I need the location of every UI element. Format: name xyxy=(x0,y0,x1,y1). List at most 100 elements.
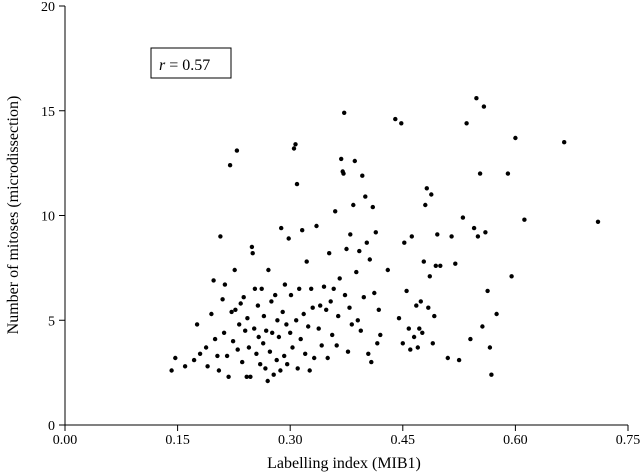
data-point xyxy=(336,313,341,319)
data-point xyxy=(275,318,280,323)
data-point xyxy=(312,355,317,361)
data-point xyxy=(347,305,352,310)
data-point xyxy=(460,215,466,220)
data-point xyxy=(238,301,243,306)
data-point xyxy=(427,274,432,279)
data-point xyxy=(595,219,601,224)
data-point xyxy=(203,345,209,350)
data-point xyxy=(352,158,357,164)
data-point xyxy=(222,282,228,287)
annotation-value: = 0.57 xyxy=(165,57,210,74)
data-point xyxy=(230,339,236,344)
data-point xyxy=(290,345,295,350)
data-point xyxy=(345,349,351,354)
data-point xyxy=(248,374,253,379)
x-tick-label: 0.15 xyxy=(165,433,190,448)
data-point xyxy=(485,288,490,294)
data-point xyxy=(364,240,369,245)
data-point xyxy=(246,345,252,350)
data-point xyxy=(354,269,359,275)
data-point xyxy=(372,290,377,296)
data-point xyxy=(303,351,308,356)
data-point xyxy=(278,368,283,373)
data-point xyxy=(226,374,231,379)
data-point xyxy=(468,336,473,342)
data-point xyxy=(429,192,434,197)
data-point xyxy=(194,322,200,327)
data-point xyxy=(342,292,348,298)
data-point xyxy=(318,303,323,308)
x-tick-label: 0.30 xyxy=(278,433,303,448)
data-point xyxy=(409,234,414,239)
data-point xyxy=(385,267,390,273)
data-point xyxy=(243,328,248,333)
data-point xyxy=(333,209,338,214)
data-point xyxy=(487,345,493,350)
data-point xyxy=(414,303,419,308)
y-tick-label: 15 xyxy=(41,105,55,120)
data-point xyxy=(307,368,312,373)
data-point xyxy=(355,318,360,323)
data-point xyxy=(426,305,431,310)
data-point xyxy=(220,297,225,302)
data-point xyxy=(169,368,174,373)
data-point xyxy=(258,362,263,367)
data-point xyxy=(212,336,218,342)
data-point xyxy=(325,355,330,361)
data-point xyxy=(393,116,398,122)
data-point xyxy=(351,202,356,208)
data-point xyxy=(378,332,383,338)
data-point xyxy=(249,244,255,250)
data-point xyxy=(301,311,306,317)
data-point xyxy=(294,318,299,323)
data-point xyxy=(483,230,488,235)
data-point xyxy=(232,267,237,273)
data-point xyxy=(310,305,315,310)
data-point xyxy=(453,261,458,266)
data-point xyxy=(415,345,420,350)
y-tick-label: 0 xyxy=(48,419,55,434)
data-point xyxy=(373,230,378,235)
x-axis-label: Labelling index (MIB1) xyxy=(267,455,421,472)
data-point xyxy=(408,347,413,352)
data-point xyxy=(344,246,349,252)
y-tick-label: 20 xyxy=(41,0,55,15)
data-point xyxy=(215,353,220,359)
x-tick-label: 0.00 xyxy=(53,433,78,448)
data-point xyxy=(221,330,227,335)
annotation-symbol: r xyxy=(159,57,166,74)
data-point xyxy=(276,334,282,340)
data-point xyxy=(339,156,344,162)
data-point xyxy=(456,357,462,363)
data-point xyxy=(300,228,305,233)
data-point xyxy=(224,353,230,359)
data-point xyxy=(435,232,440,237)
data-point xyxy=(269,299,274,304)
data-point xyxy=(205,364,210,369)
data-point xyxy=(209,311,214,317)
data-point xyxy=(227,163,233,168)
data-point xyxy=(182,364,188,369)
correlation-annotation: r = 0.57 xyxy=(150,47,232,79)
data-point xyxy=(284,322,289,327)
data-point xyxy=(271,372,276,377)
data-point xyxy=(324,307,329,312)
data-point xyxy=(254,351,259,356)
data-point xyxy=(261,313,267,319)
data-point xyxy=(328,299,333,304)
data-point xyxy=(293,142,298,147)
data-point xyxy=(464,121,469,126)
data-point xyxy=(489,372,494,377)
data-point xyxy=(288,330,293,335)
data-point xyxy=(363,194,368,199)
data-point xyxy=(263,366,268,371)
y-tick-label: 10 xyxy=(41,210,55,225)
data-point xyxy=(342,110,347,116)
data-point xyxy=(366,351,371,356)
data-point xyxy=(360,173,365,178)
data-point xyxy=(349,322,354,327)
data-point xyxy=(331,286,336,291)
data-point xyxy=(477,171,483,176)
